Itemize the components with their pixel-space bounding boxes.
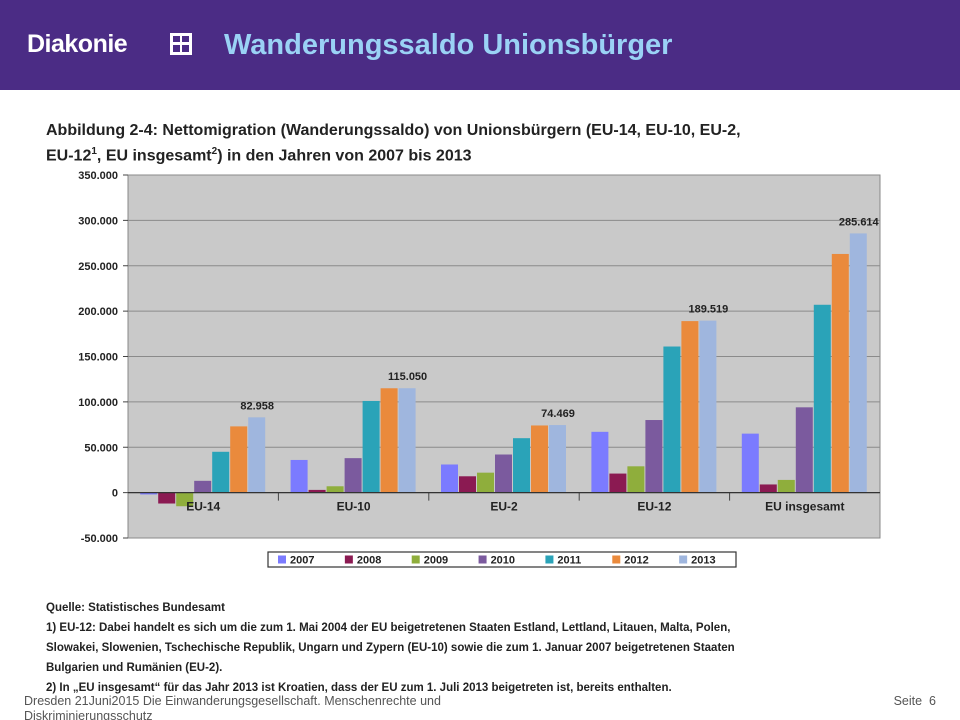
bar-2012-1 (380, 388, 398, 493)
figure-title-line2-post: ) in den Jahren von 2007 bis 2013 (217, 147, 472, 165)
diakonie-cross-icon (170, 33, 192, 55)
y-tick-label: 150.000 (78, 352, 118, 364)
data-label: 115.050 (388, 371, 427, 383)
figure-notes: Quelle: Statistisches Bundesamt 1) EU-12… (46, 598, 916, 698)
data-label: 74.469 (541, 408, 575, 420)
y-tick-label: -50.000 (81, 533, 118, 545)
bar-2008-1 (308, 489, 326, 493)
note-1-line-1: 1) EU-12: Dabei handelt es sich um die z… (46, 622, 731, 634)
bar-2008-3 (609, 473, 627, 493)
x-category-label: EU-14 (186, 500, 220, 514)
legend-label: 2008 (357, 555, 381, 567)
page-number-value: 6 (929, 694, 936, 708)
footer-text: Dresden 21Juni2015 Die Einwanderungsgese… (24, 694, 441, 720)
y-tick-label: 250.000 (78, 261, 118, 273)
figure-title-line1: Abbildung 2-4: Nettomigration (Wanderung… (46, 122, 741, 139)
bar-2013-2 (549, 425, 566, 493)
legend-label: 2009 (424, 555, 448, 567)
y-tick-label: 100.000 (78, 397, 118, 409)
legend-swatch-2009 (411, 555, 420, 564)
bar-2007-3 (591, 431, 609, 493)
bar-2013-1 (398, 388, 416, 493)
bar-2007-0 (140, 492, 158, 495)
page-label: Seite (893, 694, 923, 708)
y-tick-label: 50.000 (84, 442, 118, 454)
data-label: 189.519 (689, 304, 729, 316)
bar-2012-0 (230, 426, 248, 493)
bar-2011-3 (663, 346, 681, 493)
bar-2008-2 (459, 476, 476, 493)
bar-2009-3 (627, 466, 645, 493)
y-tick-label: 300.000 (78, 215, 118, 227)
x-category-label: EU insgesamt (765, 500, 844, 514)
legend-swatch-2010 (478, 555, 487, 564)
bar-2011-0 (212, 451, 230, 493)
bar-2009-4 (777, 479, 795, 493)
bar-2010-2 (495, 454, 512, 493)
legend-swatch-2008 (344, 555, 353, 564)
x-category-label: EU-10 (337, 500, 371, 514)
bar-2010-4 (795, 407, 813, 493)
bar-2010-3 (645, 420, 663, 493)
bar-2007-2 (441, 464, 458, 493)
figure-title-line2-mid: , EU insgesamt (96, 147, 212, 165)
y-tick-label: 350.000 (78, 170, 118, 182)
bar-2013-3 (699, 320, 717, 493)
bar-2013-4 (849, 233, 867, 493)
legend-label: 2007 (290, 555, 314, 567)
source-note: Quelle: Statistisches Bundesamt (46, 602, 225, 614)
bar-2008-4 (759, 484, 777, 493)
bar-2009-2 (477, 472, 494, 493)
bar-chart: -50.000 0 50.000 100.000 150.000 200.000 250.0… (78, 170, 881, 568)
data-label: 285.614 (839, 216, 880, 228)
bar-2012-2 (531, 425, 548, 493)
legend-label: 2011 (557, 555, 581, 567)
y-tick-label: 0 (112, 488, 118, 500)
bar-2009-0 (176, 492, 194, 507)
figure-title-sup2: 2 (211, 146, 218, 157)
page-number: Seite 6 (894, 694, 936, 708)
figure-title-line2-pre: EU-12 (46, 147, 92, 165)
note-1-line-3: Bulgarien und Rumänien (EU-2). (46, 662, 223, 674)
note-2: 2) In „EU insgesamt“ für das Jahr 2013 i… (46, 682, 672, 694)
header-bar: Diakonie Wanderungssaldo Unionsbürger (0, 0, 960, 90)
legend-label: 2010 (491, 555, 515, 567)
logo-text: Diakonie (27, 30, 128, 58)
legend-label: 2012 (624, 555, 648, 567)
bar-2011-4 (813, 304, 831, 493)
legend-swatch-2013 (679, 555, 688, 564)
bar-2007-4 (741, 433, 759, 493)
y-tick-label: 200.000 (78, 306, 118, 318)
x-category-label: EU-12 (637, 500, 671, 514)
data-label: 82.958 (240, 400, 274, 412)
legend-label: 2013 (691, 555, 715, 567)
figure-title-sup1: 1 (91, 146, 97, 157)
bar-2008-0 (158, 492, 176, 504)
legend-swatch-2007 (278, 555, 286, 564)
bar-2011-1 (362, 400, 380, 493)
x-category-label: EU-2 (490, 500, 518, 514)
bar-2010-0 (194, 480, 212, 493)
bar-2010-1 (344, 458, 362, 493)
figure-title-line2: EU-121, EU insgesamt2) in den Jahren von… (46, 141, 916, 166)
bar-2012-4 (831, 253, 849, 493)
bar-2013-0 (248, 417, 266, 493)
figure-title: Abbildung 2-4: Nettomigration (Wanderung… (46, 120, 916, 166)
note-1-line-2: Slowakei, Slowenien, Tschechische Republ… (46, 642, 735, 654)
bar-2009-1 (326, 486, 344, 493)
bar-2007-1 (290, 459, 308, 493)
page-title: Wanderungssaldo Unionsbürger (224, 29, 673, 61)
legend-swatch-2011 (545, 555, 554, 564)
bar-2012-3 (681, 321, 699, 493)
legend-swatch-2012 (612, 555, 621, 564)
bar-2011-2 (513, 438, 530, 493)
